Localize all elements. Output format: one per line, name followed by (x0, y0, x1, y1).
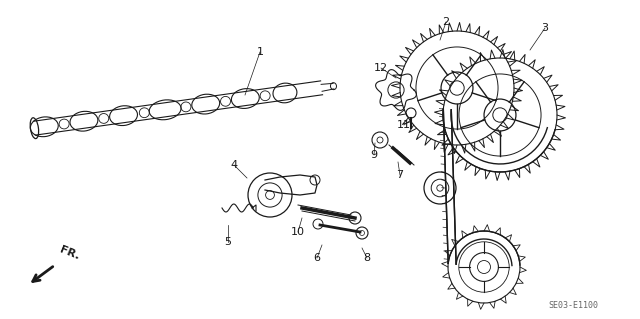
Text: 4: 4 (230, 160, 237, 170)
Text: 6: 6 (314, 253, 321, 263)
Text: 12: 12 (374, 63, 388, 73)
Text: FR.: FR. (58, 245, 81, 262)
Text: 8: 8 (364, 253, 371, 263)
Text: 3: 3 (541, 23, 548, 33)
Text: 2: 2 (442, 17, 449, 27)
Text: 10: 10 (291, 227, 305, 237)
Text: 1: 1 (257, 47, 264, 57)
Text: 9: 9 (371, 150, 378, 160)
Text: 5: 5 (225, 237, 232, 247)
Text: 7: 7 (396, 170, 404, 180)
Text: SE03-E1100: SE03-E1100 (548, 301, 598, 310)
Text: 11: 11 (397, 120, 411, 130)
